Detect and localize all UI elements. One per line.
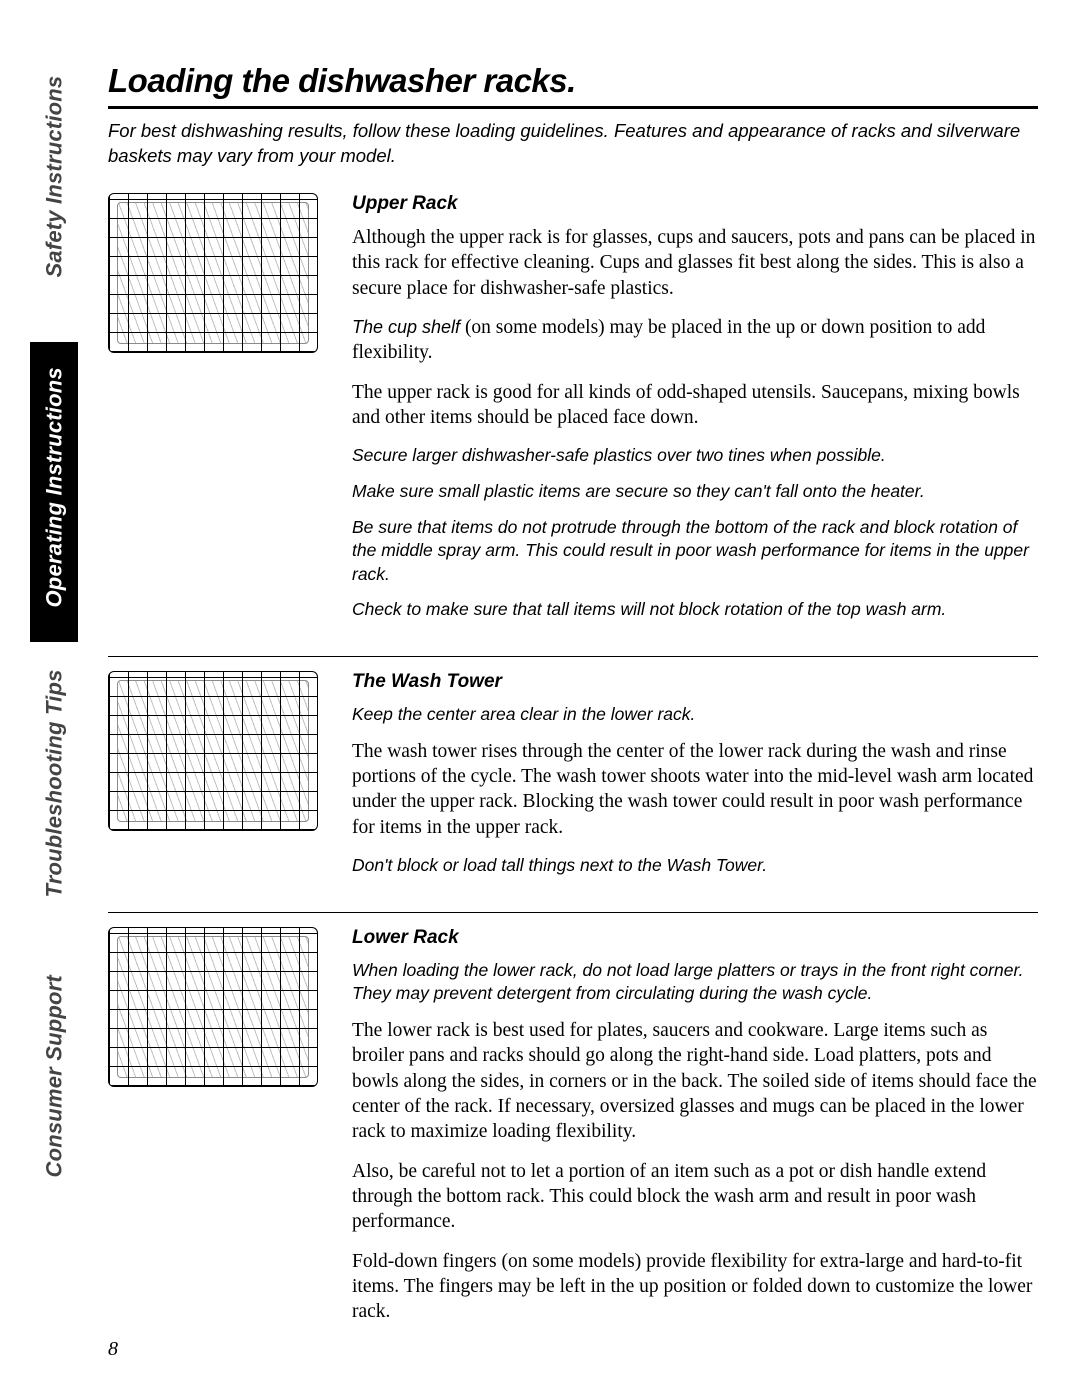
main-content: Loading the dishwasher racks. For best d… xyxy=(108,62,1038,1339)
illustration-upper-rack xyxy=(108,193,318,353)
section-heading: Lower Rack xyxy=(352,927,1038,949)
section-upper-rack: Upper Rack Although the upper rack is fo… xyxy=(108,193,1038,634)
tab-troubleshooting-tips[interactable]: Troubleshooting Tips xyxy=(30,652,78,932)
tab-consumer-support[interactable]: Consumer Support xyxy=(30,952,78,1212)
body-paragraph: The lower rack is best used for plates, … xyxy=(352,1018,1038,1145)
tab-label: Safety Instructions xyxy=(42,93,68,278)
section-text: The Wash Tower Keep the center area clea… xyxy=(352,671,1038,890)
section-divider xyxy=(108,656,1038,657)
italic-note: When loading the lower rack, do not load… xyxy=(352,959,1038,1006)
italic-note: Check to make sure that tall items will … xyxy=(352,598,1038,622)
italic-note: Be sure that items do not protrude throu… xyxy=(352,516,1038,587)
title-rule xyxy=(108,106,1038,109)
lead-phrase: The cup shelf xyxy=(352,317,460,337)
page-number: 8 xyxy=(108,1338,118,1361)
page-title: Loading the dishwasher racks. xyxy=(108,62,1038,100)
body-paragraph: Fold-down fingers (on some models) provi… xyxy=(352,1249,1038,1325)
section-heading: Upper Rack xyxy=(352,193,1038,215)
intro-text: For best dishwashing results, follow the… xyxy=(108,119,1038,169)
section-heading: The Wash Tower xyxy=(352,671,1038,693)
tab-label: Troubleshooting Tips xyxy=(42,693,68,898)
italic-note: Don't block or load tall things next to … xyxy=(352,854,1038,878)
section-text: Upper Rack Although the upper rack is fo… xyxy=(352,193,1038,634)
body-paragraph: The wash tower rises through the center … xyxy=(352,739,1038,840)
body-paragraph: Also, be careful not to let a portion of… xyxy=(352,1159,1038,1235)
tab-safety-instructions[interactable]: Safety Instructions xyxy=(30,42,78,322)
tab-operating-instructions[interactable]: Operating Instructions xyxy=(30,342,78,642)
section-lower-rack: Lower Rack When loading the lower rack, … xyxy=(108,927,1038,1339)
body-paragraph: Although the upper rack is for glasses, … xyxy=(352,225,1038,301)
illustration-lower-rack xyxy=(108,927,318,1087)
section-wash-tower: The Wash Tower Keep the center area clea… xyxy=(108,671,1038,890)
body-paragraph: The cup shelf (on some models) may be pl… xyxy=(352,315,1038,366)
body-paragraph: The upper rack is good for all kinds of … xyxy=(352,380,1038,431)
illustration-wash-tower xyxy=(108,671,318,831)
italic-note: Secure larger dishwasher-safe plastics o… xyxy=(352,444,1038,468)
italic-note: Make sure small plastic items are secure… xyxy=(352,480,1038,504)
tab-label: Consumer Support xyxy=(42,993,68,1178)
tab-label: Operating Instructions xyxy=(42,383,68,608)
section-divider xyxy=(108,912,1038,913)
section-text: Lower Rack When loading the lower rack, … xyxy=(352,927,1038,1339)
italic-note: Keep the center area clear in the lower … xyxy=(352,703,1038,727)
side-tab-strip: Safety Instructions Operating Instructio… xyxy=(30,42,78,1202)
